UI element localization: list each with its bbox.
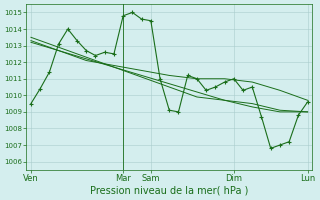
X-axis label: Pression niveau de la mer( hPa ): Pression niveau de la mer( hPa ) <box>90 186 248 196</box>
